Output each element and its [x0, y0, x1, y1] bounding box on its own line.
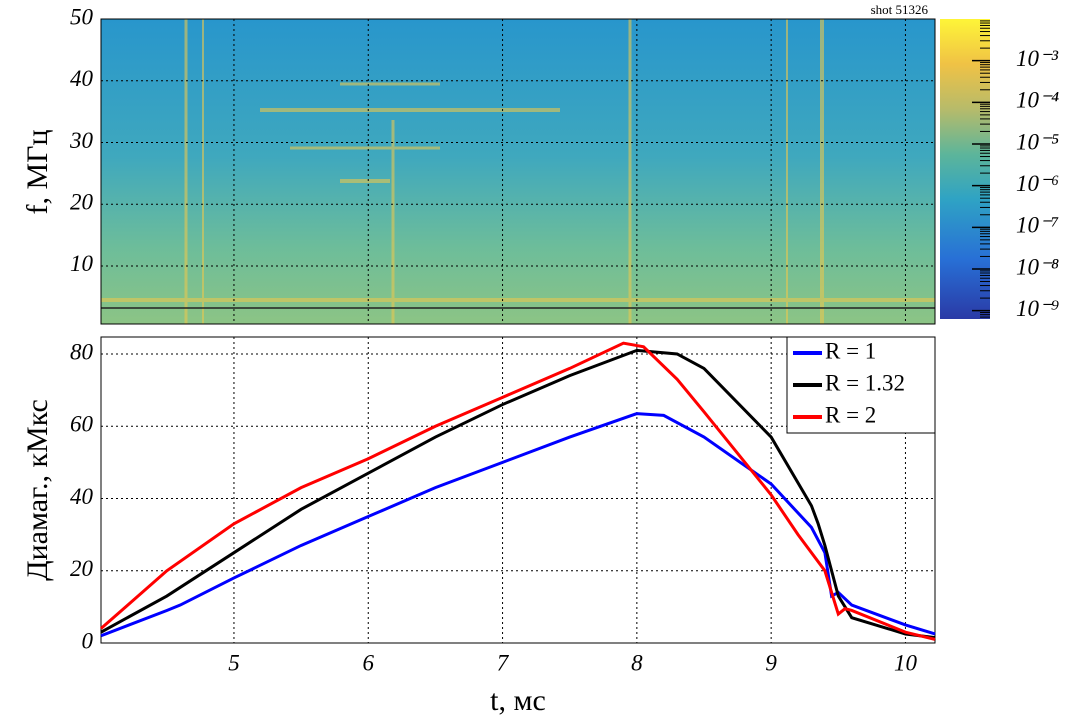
legend-label: R = 1.32 — [825, 370, 905, 395]
colorbar-tick-label: 10⁻⁹ — [1016, 296, 1059, 321]
y-tick-label: 60 — [70, 412, 94, 437]
colorbar-tick-label: 10⁻⁶ — [1016, 171, 1059, 196]
x-tick-label: 9 — [765, 650, 777, 675]
y-tick-label: 20 — [70, 190, 94, 215]
colorbar-tick-label: 10⁻⁴ — [1016, 88, 1059, 113]
y-tick-label: 20 — [70, 556, 94, 581]
x-tick-label: 8 — [631, 650, 643, 675]
line-series — [100, 348, 936, 640]
line-series — [100, 412, 936, 638]
x-tick-label: 5 — [228, 650, 240, 675]
spectrogram — [101, 19, 935, 324]
y-tick-label: 40 — [70, 484, 94, 509]
line-series — [100, 341, 936, 641]
spectrogram-streaks — [101, 19, 935, 324]
x-axis-title: t, мс — [490, 684, 546, 717]
colorbar — [940, 19, 990, 319]
colorbar-tick-label: 10⁻⁸ — [1016, 254, 1059, 279]
y-tick-label: 10 — [70, 251, 94, 276]
y-tick-label: 50 — [70, 4, 94, 29]
y-tick-label: 80 — [70, 339, 94, 364]
y-tick-label: 30 — [69, 128, 94, 153]
legend-label: R = 1 — [825, 338, 876, 363]
y-axis-title: Диамаг., кМкс — [21, 399, 54, 581]
colorbar-tick-label: 10⁻⁵ — [1016, 129, 1059, 154]
colorbar-tick-label: 10⁻⁷ — [1016, 213, 1059, 238]
legend-label: R = 2 — [825, 402, 876, 427]
x-tick-label: 10 — [894, 650, 918, 675]
colorbar-tick-label: 10⁻³ — [1016, 46, 1059, 71]
x-tick-label: 7 — [497, 650, 510, 675]
spectrogram-image — [101, 19, 935, 324]
annotation: shot 51326 — [871, 2, 929, 17]
y-tick-label: 0 — [82, 628, 94, 653]
y-tick-label: 40 — [70, 66, 94, 91]
y-axis-title: f, МГц — [21, 129, 54, 214]
x-tick-label: 6 — [363, 650, 375, 675]
